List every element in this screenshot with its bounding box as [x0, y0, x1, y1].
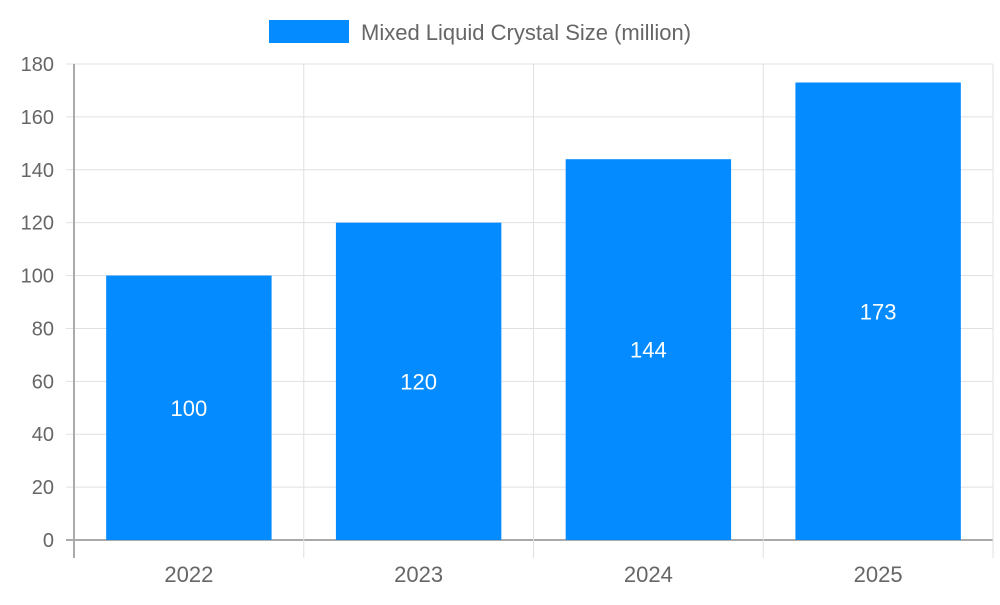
legend[interactable]: Mixed Liquid Crystal Size (million)	[269, 20, 691, 45]
data-label: 173	[860, 299, 897, 324]
y-tick-label: 60	[32, 371, 54, 393]
legend-swatch	[269, 20, 349, 43]
y-tick-label: 20	[32, 477, 54, 499]
bars: 100 120 144 173	[106, 82, 961, 540]
legend-label: Mixed Liquid Crystal Size (million)	[361, 20, 691, 45]
bar-2025	[795, 82, 961, 540]
x-tick-label: 2023	[394, 562, 443, 587]
y-tick-label: 120	[21, 213, 54, 235]
bar-2023	[335, 222, 502, 540]
data-label: 120	[400, 369, 437, 394]
x-tick-label: 2025	[854, 562, 903, 587]
y-tick-label: 40	[32, 424, 54, 446]
data-label: 144	[630, 338, 667, 363]
tick-labels: 0 20 40 60 80 100 120 140 160 180 2022 2023 2024 2025	[21, 54, 903, 587]
y-tick-label: 160	[21, 107, 54, 129]
bar-2022	[106, 275, 272, 540]
data-label: 100	[171, 396, 208, 421]
y-tick-label: 140	[21, 160, 54, 182]
y-tick-label: 100	[21, 266, 54, 288]
y-tick-label: 180	[21, 54, 54, 76]
y-tick-label: 80	[32, 318, 54, 340]
x-tick-label: 2024	[624, 562, 673, 587]
x-tick-label: 2022	[164, 562, 213, 587]
y-tick-label: 0	[43, 530, 54, 552]
bar-2024	[565, 159, 732, 540]
